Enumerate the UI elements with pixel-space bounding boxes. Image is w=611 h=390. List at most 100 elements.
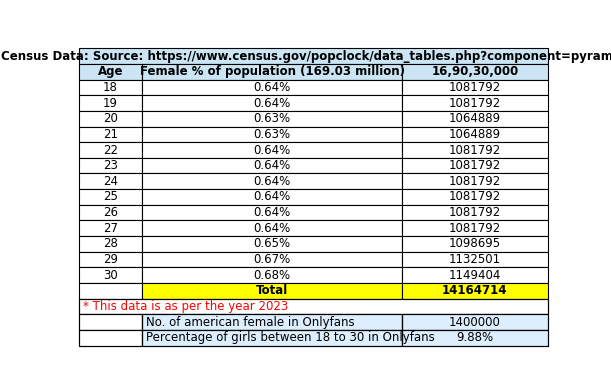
Text: Total: Total [256, 284, 288, 297]
Text: 0.63%: 0.63% [254, 128, 291, 141]
Bar [79, 95, 142, 111]
Bar [402, 314, 547, 330]
Bar [79, 205, 142, 220]
Bar [402, 205, 547, 220]
Bar [402, 189, 547, 205]
Text: 19: 19 [103, 97, 118, 110]
Bar [142, 189, 402, 205]
Bar [402, 330, 547, 346]
Text: 0.64%: 0.64% [254, 206, 291, 219]
Text: 1081792: 1081792 [448, 81, 501, 94]
Bar [402, 158, 547, 174]
Bar [402, 95, 547, 111]
Bar [142, 142, 402, 158]
Text: 0.64%: 0.64% [254, 175, 291, 188]
Text: 1064889: 1064889 [449, 128, 501, 141]
Bar [142, 236, 402, 252]
Text: 28: 28 [103, 238, 118, 250]
Bar [79, 48, 547, 64]
Text: 9.88%: 9.88% [456, 331, 494, 344]
Bar [142, 205, 402, 220]
Text: 1081792: 1081792 [448, 222, 501, 235]
Text: 1081792: 1081792 [448, 144, 501, 156]
Text: 23: 23 [103, 159, 118, 172]
Bar [402, 126, 547, 142]
Text: 0.64%: 0.64% [254, 97, 291, 110]
Text: 0.68%: 0.68% [254, 269, 291, 282]
Text: 0.64%: 0.64% [254, 190, 291, 204]
Text: 0.63%: 0.63% [254, 112, 291, 125]
Bar [142, 80, 402, 95]
Bar [142, 95, 402, 111]
Bar [402, 64, 547, 80]
Bar [142, 314, 402, 330]
Bar [142, 64, 402, 80]
Bar [142, 111, 402, 126]
Text: 1081792: 1081792 [448, 97, 501, 110]
Text: * This data is as per the year 2023: * This data is as per the year 2023 [82, 300, 288, 313]
Bar [402, 268, 547, 283]
Bar [79, 126, 142, 142]
Bar [402, 330, 547, 346]
Text: 0.64%: 0.64% [254, 159, 291, 172]
Text: 16,90,30,000: 16,90,30,000 [431, 65, 519, 78]
Text: 1149404: 1149404 [448, 269, 501, 282]
Bar [79, 330, 142, 346]
Bar [142, 252, 402, 268]
Text: 0.64%: 0.64% [254, 222, 291, 235]
Text: 1081792: 1081792 [448, 190, 501, 204]
Text: 27: 27 [103, 222, 118, 235]
Bar [79, 314, 142, 330]
Bar [402, 252, 547, 268]
Bar [79, 252, 142, 268]
Bar [79, 174, 142, 189]
Text: 24: 24 [103, 175, 118, 188]
Bar [79, 189, 142, 205]
Bar [142, 314, 402, 330]
Text: 0.64%: 0.64% [254, 144, 291, 156]
Text: 1064889: 1064889 [449, 112, 501, 125]
Bar [402, 142, 547, 158]
Bar [142, 330, 402, 346]
Bar [402, 283, 547, 299]
Text: 1081792: 1081792 [448, 175, 501, 188]
Bar [142, 126, 402, 142]
Text: 30: 30 [103, 269, 118, 282]
Text: 1098695: 1098695 [449, 238, 501, 250]
Text: 0.64%: 0.64% [254, 81, 291, 94]
Bar [402, 236, 547, 252]
Text: Female % of population (169.03 million): Female % of population (169.03 million) [140, 65, 404, 78]
Bar [142, 268, 402, 283]
Bar [79, 268, 142, 283]
Bar [142, 158, 402, 174]
Bar [402, 314, 547, 330]
Text: 14164714: 14164714 [442, 284, 508, 297]
Text: 0.67%: 0.67% [254, 253, 291, 266]
Text: No. of american female in Onlyfans: No. of american female in Onlyfans [146, 316, 354, 329]
Text: 22: 22 [103, 144, 118, 156]
Bar [79, 142, 142, 158]
Bar [142, 330, 402, 346]
Bar [142, 174, 402, 189]
Bar [79, 220, 142, 236]
Bar [79, 236, 142, 252]
Text: 25: 25 [103, 190, 118, 204]
Text: Percentage of girls between 18 to 30 in Onlyfans: Percentage of girls between 18 to 30 in … [146, 331, 434, 344]
Bar [79, 299, 547, 314]
Bar [79, 314, 142, 330]
Bar [402, 111, 547, 126]
Text: Age: Age [98, 65, 123, 78]
Text: 1400000: 1400000 [449, 316, 501, 329]
Text: 20: 20 [103, 112, 118, 125]
Text: Census Data: Source: https://www.census.gov/popclock/data_tables.php?component=p: Census Data: Source: https://www.census.… [1, 50, 611, 63]
Bar [79, 111, 142, 126]
Text: 29: 29 [103, 253, 118, 266]
Bar [402, 80, 547, 95]
Bar [79, 80, 142, 95]
Text: 21: 21 [103, 128, 118, 141]
Bar [79, 158, 142, 174]
Text: 18: 18 [103, 81, 118, 94]
Text: 26: 26 [103, 206, 118, 219]
Bar [79, 330, 142, 346]
Text: 0.65%: 0.65% [254, 238, 291, 250]
